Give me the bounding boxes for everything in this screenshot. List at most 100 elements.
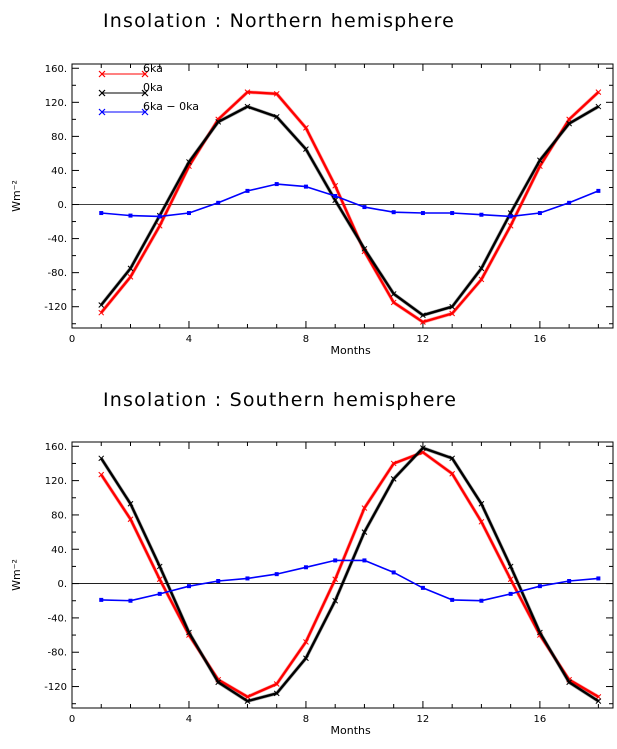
- data-point: [273, 681, 280, 687]
- data-point: [449, 455, 456, 462]
- marker-stroke: [595, 103, 602, 110]
- marker-stroke: [478, 265, 485, 272]
- marker-stroke: [420, 449, 426, 456]
- data-point: [595, 103, 602, 110]
- marker-stroke: [537, 629, 543, 636]
- data-point: [537, 629, 543, 636]
- x-tick-label: 4: [186, 334, 192, 345]
- legend-marker: [141, 108, 149, 116]
- marker-stroke: [478, 518, 485, 525]
- marker-stroke: [566, 116, 572, 123]
- data-point: [98, 455, 105, 462]
- data-point: [156, 576, 163, 583]
- data-point: [391, 570, 396, 575]
- marker-stroke: [273, 690, 280, 697]
- data-point: [99, 211, 104, 216]
- marker-stroke: [215, 679, 222, 686]
- data-point: [449, 470, 456, 477]
- data-point: [595, 693, 602, 700]
- data-point: [567, 200, 572, 205]
- data-point: [186, 159, 192, 165]
- data-point: [245, 576, 250, 581]
- data-point: [420, 445, 426, 451]
- marker-stroke: [215, 116, 222, 123]
- data-point: [244, 89, 251, 95]
- plot-area: -120 -80. -40. 0. 40. 80. 120. 160. 0 4 8 12 16 Month…: [10, 441, 614, 737]
- data-point: [98, 309, 105, 316]
- x-tick-label: 0: [69, 334, 75, 345]
- x-tick-label: 16: [534, 334, 547, 345]
- marker-stroke: [537, 157, 543, 164]
- data-point: [98, 302, 105, 308]
- legend-item: 6ka: [98, 62, 163, 78]
- y-tick-label: 40.: [51, 545, 67, 556]
- data-point: [420, 211, 425, 216]
- northern-hemisphere-chart: Insolation : Northern hemisphere -120 -80…: [10, 10, 614, 357]
- data-point: [186, 211, 191, 216]
- legend-marker: [141, 70, 149, 78]
- data-point: [479, 212, 484, 217]
- data-point: [537, 157, 543, 164]
- y-tick-label: 0.: [57, 579, 67, 590]
- y-axis-label: Wm⁻²: [10, 180, 23, 212]
- legend-label: 0ka: [143, 81, 163, 94]
- data-point: [127, 516, 134, 523]
- data-point: [567, 579, 572, 584]
- series-2: [99, 558, 601, 603]
- marker-stroke: [478, 500, 485, 507]
- marker-stroke: [332, 597, 339, 604]
- marker-stroke: [127, 500, 134, 507]
- marker-stroke: [537, 163, 543, 170]
- data-point: [157, 591, 162, 596]
- data-point: [478, 265, 485, 272]
- legend-marker: [98, 70, 106, 78]
- y-tick-label: 0.: [57, 200, 67, 211]
- data-point: [450, 597, 455, 602]
- data-point: [274, 182, 279, 187]
- marker-stroke: [303, 639, 309, 645]
- marker-stroke: [449, 303, 456, 310]
- marker-stroke: [361, 529, 368, 535]
- marker-stroke: [332, 197, 339, 204]
- data-point: [98, 471, 105, 478]
- marker-stroke: [507, 222, 514, 229]
- legend-item: 6ka − 0ka: [98, 100, 199, 116]
- marker-stroke: [98, 471, 105, 478]
- marker-stroke: [273, 90, 280, 97]
- series-line-shadow: [99, 104, 600, 318]
- data-point: [596, 188, 601, 193]
- y-tick-label: -80.: [47, 268, 67, 279]
- data-point: [420, 585, 425, 590]
- series-0: [98, 449, 602, 700]
- data-point: [361, 245, 368, 252]
- marker-stroke: [507, 563, 514, 570]
- legend-marker: [141, 89, 149, 97]
- data-point: [303, 639, 309, 645]
- data-point: [216, 579, 221, 584]
- marker-stroke: [390, 299, 397, 306]
- data-point: [244, 693, 251, 700]
- data-point: [566, 120, 572, 127]
- marker-stroke: [566, 120, 572, 127]
- x-axis-label: Months: [331, 344, 371, 357]
- series-line-shadow: [99, 450, 600, 699]
- plot-frame: [71, 63, 614, 329]
- data-point: [595, 698, 602, 704]
- x-tick-label: 16: [534, 714, 547, 725]
- series-1: [98, 103, 602, 319]
- data-point: [449, 310, 456, 317]
- series-line: [100, 90, 600, 324]
- marker-stroke: [420, 445, 426, 451]
- data-point: [507, 563, 514, 570]
- data-point: [274, 572, 279, 577]
- data-point: [595, 89, 602, 95]
- x-tick-label: 8: [303, 334, 309, 345]
- marker-stroke: [303, 146, 309, 153]
- marker-stroke: [273, 113, 280, 120]
- series-line: [101, 559, 599, 602]
- data-point: [332, 576, 339, 583]
- data-point: [186, 629, 192, 636]
- marker-stroke: [186, 163, 192, 170]
- series-2: [99, 182, 601, 219]
- marker-stroke: [361, 505, 368, 511]
